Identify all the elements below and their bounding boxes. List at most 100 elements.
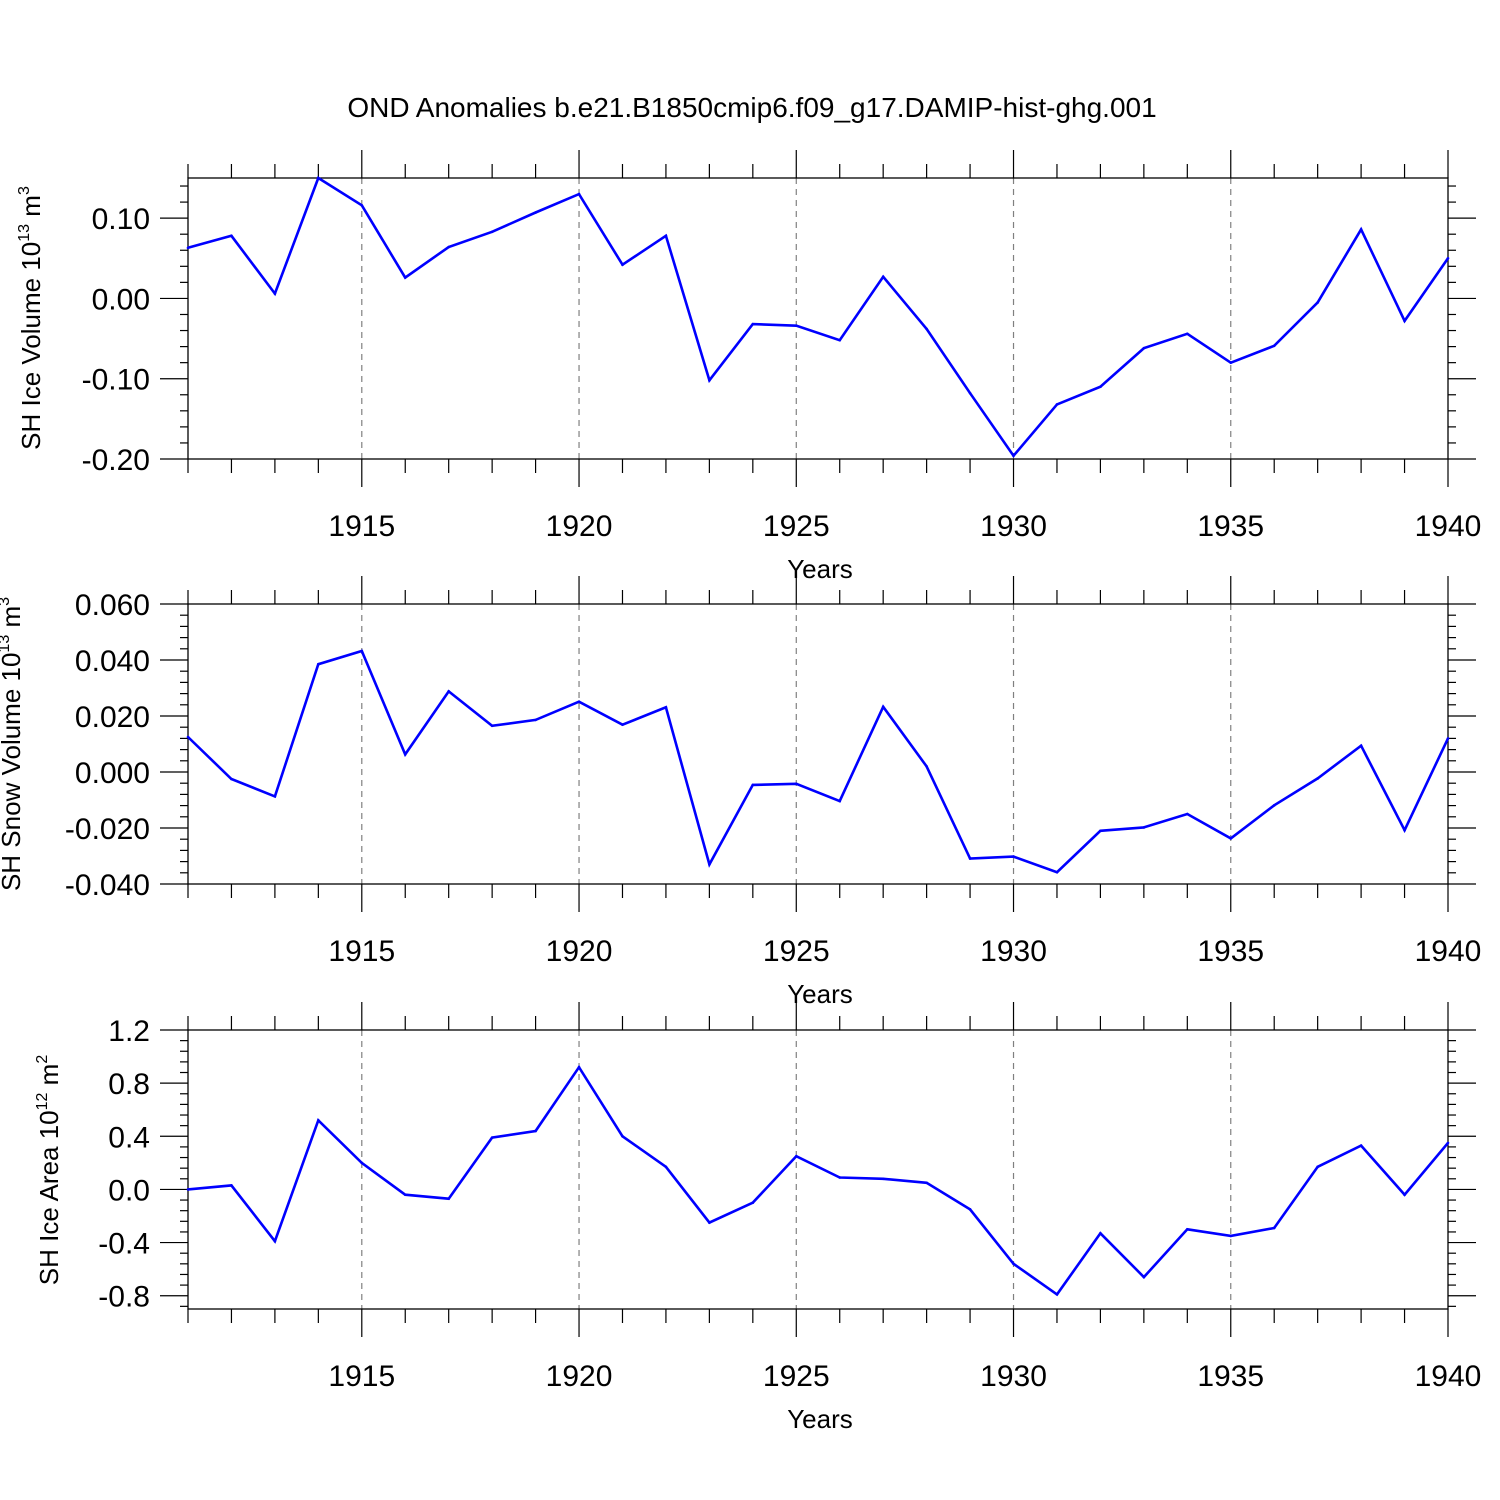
y-axis-label-superscript: 13 <box>0 635 13 653</box>
data-point <box>273 795 277 798</box>
data-point <box>186 246 190 250</box>
data-point <box>447 690 450 693</box>
data-point <box>838 338 842 342</box>
y-axis-label-superscript: 3 <box>16 186 33 195</box>
data-point <box>1272 804 1276 807</box>
y-axis-label-text: m <box>34 1064 64 1093</box>
data-point <box>490 724 494 728</box>
y-axis-label-superscript: 3 <box>0 597 13 606</box>
data-point <box>1186 332 1189 336</box>
data-point <box>881 275 885 279</box>
data-point <box>447 1197 450 1201</box>
y-axis-label: SH Snow Volume 1013 m3 <box>0 597 26 891</box>
x-tick-label: 1935 <box>1197 935 1264 968</box>
x-tick-label: 1915 <box>328 510 395 543</box>
data-point <box>1012 1262 1015 1266</box>
data-point <box>1446 1141 1450 1145</box>
y-tick-label: -0.10 <box>82 364 150 397</box>
y-axis-label-superscript: 12 <box>34 1092 51 1110</box>
data-point <box>273 1239 277 1243</box>
y-tick-label: 0.060 <box>75 589 150 622</box>
panels-group: 1915 1920 1925 1930 1935 1940 Years -0.20 -0.10 0… <box>0 150 1481 1434</box>
x-tick-label: 1935 <box>1197 1360 1264 1393</box>
x-tick-label: 1920 <box>546 935 613 968</box>
data-point <box>1142 826 1146 829</box>
data-point <box>577 700 581 704</box>
y-tick-label: 0.000 <box>75 757 150 790</box>
data-point <box>925 765 928 768</box>
data-point <box>360 649 364 653</box>
data-point <box>1055 870 1059 874</box>
plot-frame <box>187 1029 1449 1310</box>
data-point <box>838 1176 842 1179</box>
data-point <box>708 1221 711 1224</box>
y-axis-label-text: SH Ice Volume 10 <box>16 242 46 450</box>
data-point <box>1272 344 1276 348</box>
data-point <box>1186 1227 1189 1231</box>
x-tick-label: 1930 <box>980 510 1047 543</box>
data-point <box>968 857 972 860</box>
x-tick-label: 1935 <box>1197 510 1264 543</box>
data-point <box>1099 829 1102 833</box>
x-tick-label: 1925 <box>763 935 830 968</box>
data-point <box>1229 837 1233 840</box>
data-point <box>534 211 537 214</box>
data-point <box>1359 1144 1363 1147</box>
y-tick-label: 0.8 <box>108 1068 150 1101</box>
data-point <box>1012 454 1015 458</box>
data-point <box>1012 855 1015 858</box>
y-axis-label-text: SH Ice Area 10 <box>34 1110 64 1285</box>
data-point <box>925 327 928 331</box>
x-tick-label: 1925 <box>763 1360 830 1393</box>
data-point <box>447 245 450 249</box>
series-line <box>187 1064 1449 1297</box>
data-point <box>794 1154 798 1158</box>
data-point <box>1142 346 1146 350</box>
y-axis-label-text: m <box>0 606 26 635</box>
data-point <box>1446 256 1450 260</box>
data-point <box>273 292 277 295</box>
series-line <box>187 649 1450 874</box>
data-point <box>708 379 711 382</box>
x-axis-label: Years <box>787 1404 853 1434</box>
y-tick-label: 0.0 <box>108 1174 150 1207</box>
y-tick-label: 0.020 <box>75 701 150 734</box>
data-point <box>360 1161 364 1165</box>
y-tick-label: -0.040 <box>65 869 150 902</box>
y-tick-label: -0.4 <box>98 1228 150 1261</box>
y-tick-label: 0.040 <box>75 645 150 678</box>
y-axis-label-superscript: 13 <box>16 224 33 242</box>
y-axis-label-text: SH Snow Volume 10 <box>0 653 26 891</box>
data-point <box>1403 1193 1406 1197</box>
y-tick-label: 0.10 <box>92 203 150 236</box>
data-point <box>881 1177 885 1181</box>
x-tick-label: 1925 <box>763 510 830 543</box>
data-point <box>360 203 364 207</box>
data-point <box>490 230 494 234</box>
data-point <box>881 705 885 709</box>
data-point <box>838 799 842 803</box>
x-tick-label: 1915 <box>328 1360 395 1393</box>
data-point <box>490 1136 494 1139</box>
plot-frame <box>187 603 1449 885</box>
data-point <box>403 276 407 279</box>
data-point <box>751 783 755 787</box>
data-point <box>1403 828 1406 832</box>
data-point <box>1316 777 1319 780</box>
data-point <box>230 777 233 781</box>
y-axis-label: SH Ice Area 1012 m2 <box>34 1055 64 1286</box>
data-point <box>1316 1165 1319 1169</box>
data-point <box>1055 1293 1059 1296</box>
data-point <box>794 324 798 328</box>
y-tick-label: 0.00 <box>92 283 150 316</box>
data-point <box>403 753 407 756</box>
y-tick-label: 1.2 <box>108 1015 150 1048</box>
data-point <box>1359 744 1363 747</box>
data-point <box>186 735 190 739</box>
data-point <box>1229 361 1233 364</box>
data-point <box>577 1065 581 1069</box>
data-point <box>1055 403 1059 406</box>
data-point <box>317 176 320 180</box>
